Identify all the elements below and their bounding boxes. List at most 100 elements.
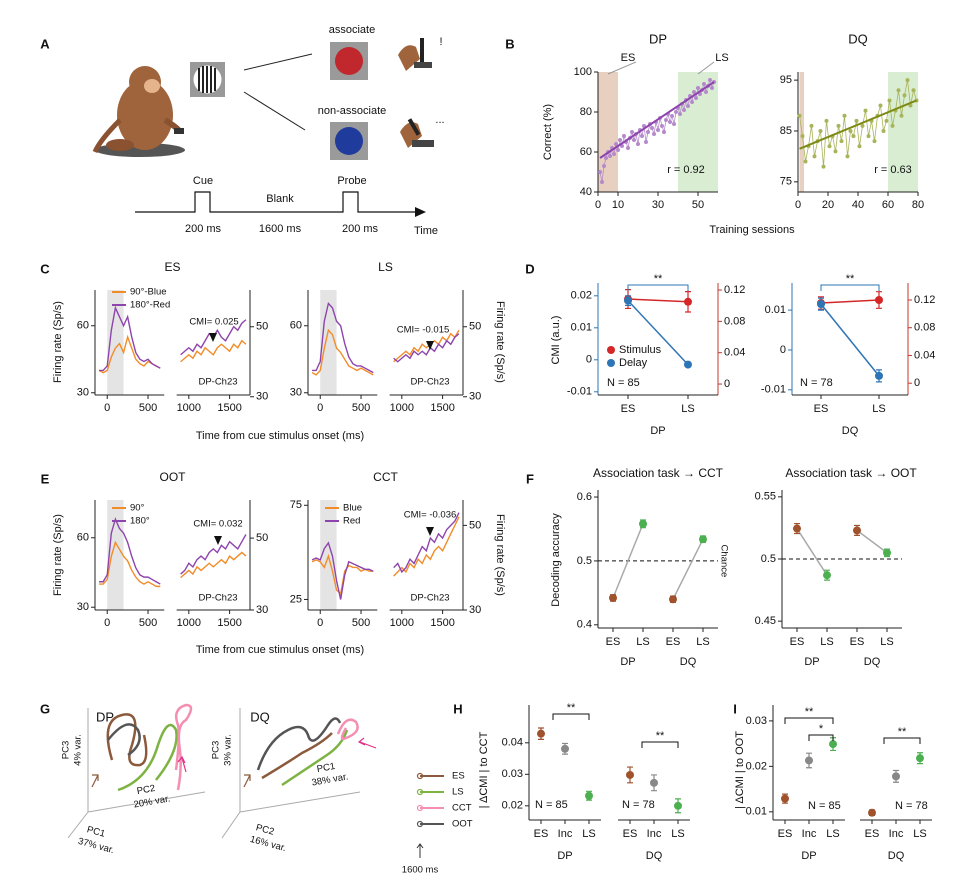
x-tick-label: LS xyxy=(826,828,839,840)
trace xyxy=(311,328,374,376)
data-point xyxy=(660,124,664,128)
task-label: 1600 ms xyxy=(259,223,302,235)
axis-title: Firing rate (Sp/s) xyxy=(494,514,506,596)
arrowhead xyxy=(209,333,217,342)
y-tick-label: 30 xyxy=(290,387,302,399)
x-tick-label: 0 xyxy=(104,617,110,629)
trace xyxy=(99,517,161,585)
connector xyxy=(627,300,689,366)
data-point xyxy=(908,103,913,108)
panel-letter: C xyxy=(40,261,50,276)
data-point xyxy=(682,108,686,112)
data-point xyxy=(824,118,829,123)
pc-axis-label: 38% var. xyxy=(311,771,349,788)
legend-swatch xyxy=(607,346,615,354)
data-point xyxy=(823,571,831,580)
panel-letter: E xyxy=(41,471,50,486)
data-point xyxy=(699,535,707,544)
channel-label: DP-Ch23 xyxy=(410,377,449,388)
data-point xyxy=(639,519,647,528)
data-point xyxy=(684,297,692,306)
pc-axis-label: PC2 xyxy=(136,783,156,797)
data-point xyxy=(669,595,677,604)
data-point xyxy=(602,164,606,168)
annotation: CMI= -0.036 xyxy=(404,510,457,521)
task-timeline xyxy=(135,191,426,217)
axis-title: Time from cue stimulus onset (ms) xyxy=(196,430,364,442)
legend-label: Red xyxy=(343,516,360,527)
x-tick-label: LS xyxy=(636,636,649,648)
significance-bracket xyxy=(552,713,590,720)
label: DP xyxy=(96,709,114,724)
data-point xyxy=(626,146,630,150)
data-point xyxy=(875,295,883,304)
group-label: DQ xyxy=(842,425,859,437)
y-tick-label: 0.04 xyxy=(724,347,745,359)
panel-letter: I xyxy=(733,701,737,716)
data-line xyxy=(799,80,917,167)
data-point xyxy=(781,794,789,803)
data-point xyxy=(890,123,895,128)
x-tick-label: LS xyxy=(681,403,694,415)
x-tick-label: ES xyxy=(534,828,549,840)
trace xyxy=(180,551,247,579)
data-point xyxy=(609,593,617,602)
axis-title: | ΔCMI | to CCT xyxy=(478,731,490,808)
annotation: CMI= 0.032 xyxy=(193,519,242,530)
data-point xyxy=(696,86,700,90)
data-point xyxy=(911,88,916,93)
data-point xyxy=(866,134,871,139)
data-point xyxy=(618,138,622,142)
legend-label: LS xyxy=(452,787,464,798)
y-tick-label: 30 xyxy=(77,387,89,399)
data-point xyxy=(608,154,612,158)
fit-line xyxy=(799,99,917,150)
x-tick-label: ES xyxy=(778,828,793,840)
annotation: CMI= -0.015 xyxy=(397,325,450,336)
significance-bracket xyxy=(808,734,834,741)
highlight-region xyxy=(598,72,618,192)
x-tick-label: ES xyxy=(850,636,865,648)
y-tick-label: 95 xyxy=(780,74,792,86)
significance-label: ** xyxy=(898,726,907,738)
x-tick-label: 1000 xyxy=(390,617,414,629)
data-point xyxy=(863,108,868,113)
trace xyxy=(393,329,460,363)
data-point xyxy=(710,86,714,90)
data-point xyxy=(614,142,618,146)
legend-label: Delay xyxy=(619,357,648,369)
data-point xyxy=(800,134,805,139)
chart-title: DP xyxy=(649,31,667,46)
axis-title: Firing rate (Sp/s) xyxy=(494,301,506,383)
data-point xyxy=(809,123,814,128)
x-tick-label: 30 xyxy=(652,199,664,211)
x-tick-label: 1500 xyxy=(217,617,241,629)
panel-letter: F xyxy=(526,471,534,486)
region-label: LS xyxy=(715,52,728,64)
panel-letter: G xyxy=(40,701,50,716)
y-tick-label: 0.02 xyxy=(571,290,592,302)
x-tick-label: 0 xyxy=(595,199,601,211)
data-point xyxy=(624,296,632,305)
trace xyxy=(180,534,247,575)
data-point xyxy=(585,791,593,800)
data-point xyxy=(604,156,608,160)
task-label: ! xyxy=(439,36,442,48)
pc-axis-label: PC3 xyxy=(211,741,222,759)
pc-axis-label: PC1 xyxy=(86,824,107,839)
y-tick-label: 30 xyxy=(469,604,481,616)
x-tick-label: LS xyxy=(913,828,926,840)
data-point xyxy=(875,371,883,380)
data-point xyxy=(672,122,676,126)
legend-label: CCT xyxy=(452,803,472,814)
legend-label: Stimulus xyxy=(619,344,662,356)
annotation: CMI= 0.025 xyxy=(189,317,238,328)
data-point xyxy=(612,152,616,156)
y-tick-label: 0.5 xyxy=(761,553,776,565)
x-tick-label: 0 xyxy=(317,402,323,414)
significance-bracket xyxy=(820,284,880,291)
x-tick-label: 0 xyxy=(795,199,801,211)
data-point xyxy=(561,744,569,753)
y-tick-label: 0.01 xyxy=(746,806,767,818)
trace xyxy=(311,553,374,596)
